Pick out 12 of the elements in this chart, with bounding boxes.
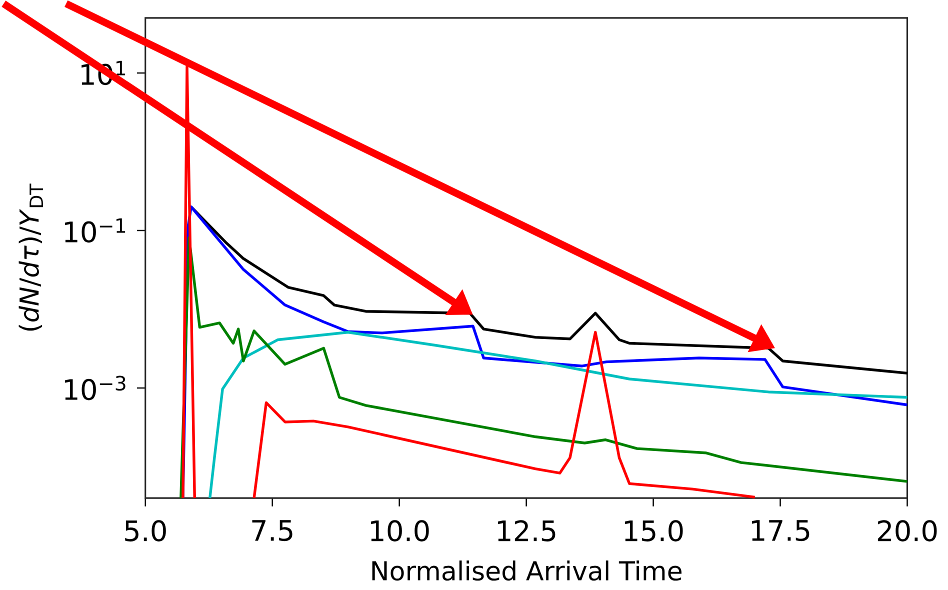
x-axis-title: Normalised Arrival Time (372, 560, 682, 581)
x-tick-label: 12.5 (498, 520, 556, 542)
x-tick-label: 20.0 (878, 520, 937, 542)
x-tick-label: 15.0 (625, 520, 683, 542)
y-tick-label: 10$^{−3}$ (65, 376, 126, 400)
x-tick-label: 7.5 (252, 520, 292, 542)
y-axis-title: (dN/dτ)/Y$_{DT}$ (18, 184, 43, 331)
x-tick-label: 17.5 (752, 520, 810, 542)
x-tick-label: 5.0 (125, 520, 166, 542)
x-tick-label: 10.0 (371, 520, 429, 542)
line-series (208, 330, 909, 500)
y-tick-label: 10$^{−1}$ (65, 218, 126, 243)
